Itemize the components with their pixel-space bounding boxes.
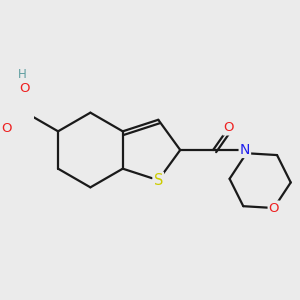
Text: O: O	[20, 82, 30, 95]
Text: O: O	[1, 122, 12, 135]
Text: H: H	[18, 68, 27, 81]
Text: O: O	[223, 122, 234, 134]
Text: N: N	[240, 143, 250, 157]
Text: S: S	[154, 173, 163, 188]
Text: O: O	[268, 202, 279, 214]
